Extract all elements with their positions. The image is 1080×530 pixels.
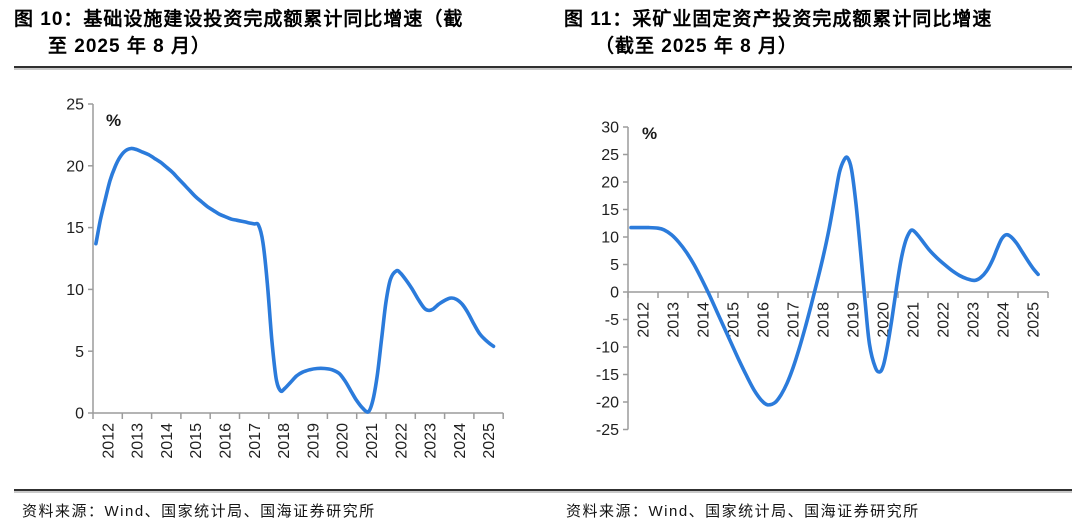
svg-text:2019: 2019 (305, 423, 322, 459)
svg-text:10: 10 (601, 230, 619, 247)
figure11-caption-line1: 图 11：采矿业固定资产投资完成额累计同比增速 (564, 9, 993, 30)
svg-text:2021: 2021 (906, 302, 923, 338)
svg-text:2022: 2022 (936, 302, 953, 338)
svg-text:2013: 2013 (666, 302, 683, 338)
svg-text:2012: 2012 (100, 423, 117, 459)
svg-text:2024: 2024 (452, 423, 469, 459)
bottom-divider (14, 489, 1072, 491)
svg-text:15: 15 (66, 220, 84, 237)
svg-text:25: 25 (601, 147, 619, 164)
svg-text:10: 10 (66, 282, 84, 299)
svg-text:2015: 2015 (726, 302, 743, 338)
svg-text:2025: 2025 (481, 423, 498, 459)
svg-text:2023: 2023 (423, 423, 440, 459)
svg-text:2016: 2016 (217, 423, 234, 459)
figure11-source: 资料来源：Wind、国家统计局、国海证券研究所 (566, 503, 920, 520)
svg-text:2022: 2022 (393, 423, 410, 459)
svg-text:2018: 2018 (816, 302, 833, 338)
svg-text:-15: -15 (596, 367, 619, 384)
figure10-source: 资料来源：Wind、国家统计局、国海证券研究所 (22, 503, 376, 520)
svg-text:30: 30 (601, 120, 619, 137)
svg-text:2023: 2023 (966, 302, 983, 338)
svg-text:2018: 2018 (276, 423, 293, 459)
svg-text:2012: 2012 (636, 302, 653, 338)
y-unit-label: % (106, 111, 121, 130)
svg-text:-25: -25 (596, 422, 619, 439)
svg-text:-5: -5 (605, 312, 619, 329)
series-line (94, 146, 496, 414)
svg-text:0: 0 (610, 285, 619, 302)
top-divider (14, 66, 1072, 68)
svg-text:0: 0 (75, 406, 84, 423)
figure10-caption-line2: 至 2025 年 8 月） (48, 36, 211, 57)
svg-text:2020: 2020 (876, 302, 893, 338)
svg-text:2024: 2024 (996, 302, 1013, 338)
svg-text:-20: -20 (596, 395, 619, 412)
y-unit-label: % (642, 124, 657, 143)
svg-text:2021: 2021 (364, 423, 381, 459)
svg-text:2020: 2020 (335, 423, 352, 459)
svg-text:5: 5 (75, 344, 84, 361)
svg-text:2019: 2019 (846, 302, 863, 338)
svg-text:5: 5 (610, 257, 619, 274)
figure11-caption-line2: （截至 2025 年 8 月） (595, 36, 798, 57)
svg-text:15: 15 (601, 202, 619, 219)
svg-text:-10: -10 (596, 340, 619, 357)
svg-text:25: 25 (66, 97, 84, 114)
figure10-caption: 图 10：基础设施建设投资完成额累计同比增速（截 至 2025 年 8 月） (14, 6, 536, 60)
svg-text:2017: 2017 (786, 302, 803, 338)
svg-text:2017: 2017 (247, 423, 264, 459)
svg-text:20: 20 (66, 158, 84, 175)
x-axis: 2012 2013 2014 2015 2016 2017 2018 2019 2020 2021… (627, 291, 1049, 338)
figure11-caption: 图 11：采矿业固定资产投资完成额累计同比增速 （截至 2025 年 8 月） (564, 6, 1076, 60)
svg-text:2025: 2025 (1026, 302, 1043, 338)
series-line (629, 155, 1040, 407)
svg-text:2013: 2013 (130, 423, 147, 459)
svg-text:2014: 2014 (696, 302, 713, 338)
y-axis: 0 5 10 15 20 25 (66, 97, 94, 423)
x-axis: 2012 2013 2014 2015 2016 2017 2018 2019 2020 2021… (92, 412, 504, 459)
y-axis: -25 -20 -15 -10 -5 0 5 10 15 20 25 30 (596, 120, 629, 439)
svg-text:2015: 2015 (188, 423, 205, 459)
svg-text:2016: 2016 (756, 302, 773, 338)
svg-text:20: 20 (601, 175, 619, 192)
figure10-caption-line1: 图 10：基础设施建设投资完成额累计同比增速（截 (14, 9, 464, 30)
svg-text:2014: 2014 (159, 423, 176, 459)
